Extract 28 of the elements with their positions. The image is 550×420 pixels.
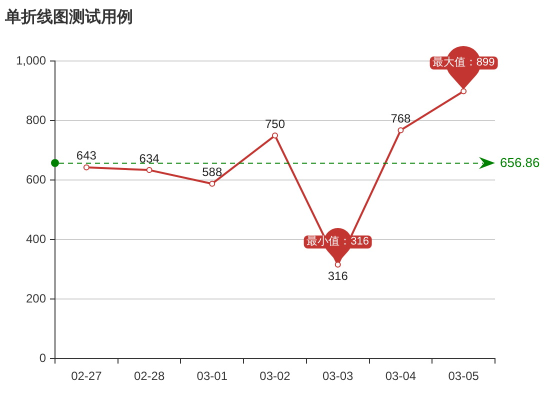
y-tick-label: 800 — [26, 112, 46, 127]
chart-title: 单折线图测试用例 — [4, 8, 133, 26]
x-tick-label: 03-02 — [260, 369, 291, 384]
ref-line-label: 656.86 — [500, 154, 540, 170]
y-tick-label: 1,000 — [16, 54, 46, 68]
y-tick-label: 400 — [26, 232, 46, 246]
point — [272, 132, 278, 139]
x-tick-label: 02-28 — [134, 369, 165, 384]
data-label: 588 — [202, 165, 222, 180]
annotation: 最大值：899 — [429, 56, 498, 70]
x-tick-label: 03-03 — [322, 369, 354, 384]
x-tick-label: 03-04 — [385, 369, 416, 384]
data-label: 750 — [264, 116, 286, 131]
point — [209, 180, 216, 187]
point — [460, 88, 467, 94]
y-tick-label: 600 — [26, 172, 46, 186]
point — [83, 164, 90, 170]
x-tick-label: 03-05 — [448, 369, 480, 384]
point — [398, 127, 404, 134]
y-tick-label: 200 — [26, 291, 46, 306]
data-label: 768 — [390, 112, 412, 126]
data-label: 316 — [328, 268, 348, 283]
point — [146, 167, 152, 174]
data-label: 634 — [139, 151, 160, 166]
x-tick-label: 02-27 — [71, 369, 102, 384]
data-label: 643 — [76, 148, 97, 163]
x-tick-label: 03-01 — [196, 369, 228, 384]
y-tick-label: 0 — [39, 350, 46, 365]
